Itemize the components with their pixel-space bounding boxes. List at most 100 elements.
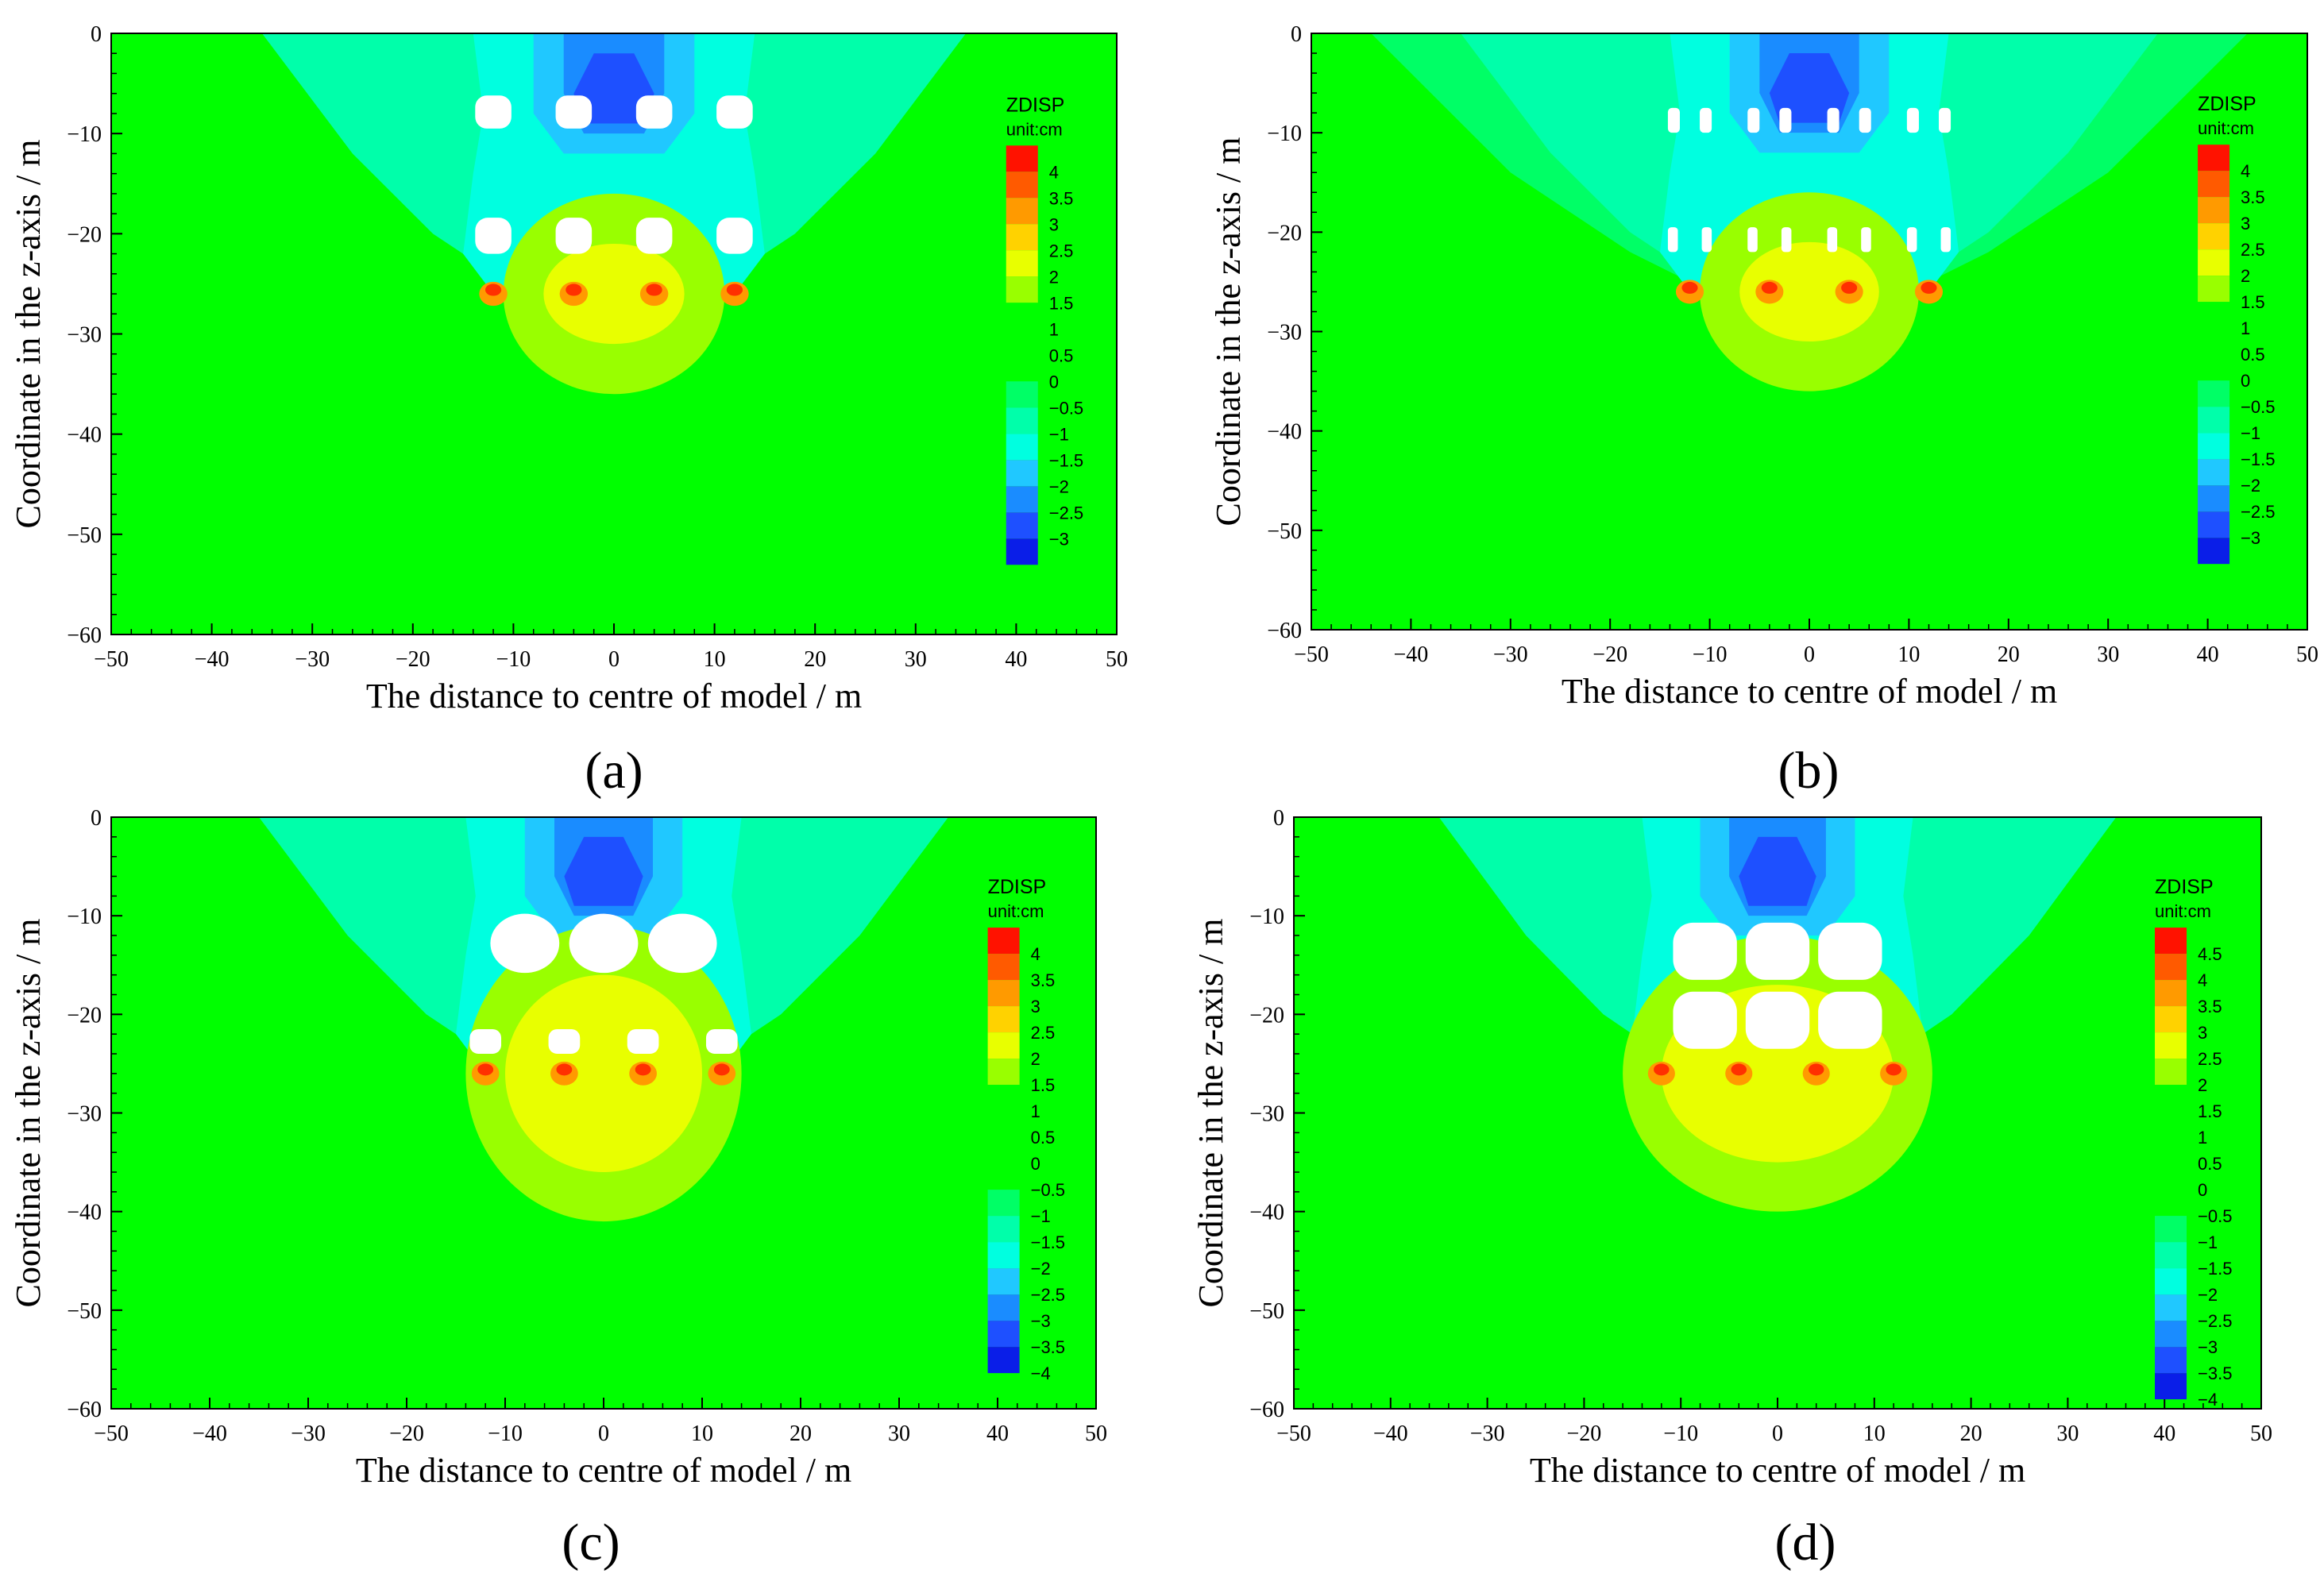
heave-peak-0 — [1654, 1063, 1670, 1076]
legend-swatch-7 — [1006, 329, 1038, 356]
contour-group — [1438, 817, 2117, 1212]
gallery-bottom-right-3 — [1940, 227, 1951, 253]
tunnel-bottom-1 — [548, 1028, 581, 1054]
x-tick-label-4: −10 — [1693, 642, 1728, 667]
tunnel-top-3 — [716, 95, 753, 129]
legend-swatch-9 — [1006, 381, 1038, 408]
x-tick-label-2: −30 — [1470, 1421, 1505, 1446]
gallery-top-right-2 — [1859, 107, 1871, 133]
vault-0 — [490, 913, 560, 974]
legend-swatch-9 — [2155, 1163, 2187, 1190]
x-tick-label-4: −10 — [496, 647, 531, 672]
gallery-top-right-1 — [1779, 107, 1792, 133]
legend-swatch-10 — [987, 1190, 1020, 1217]
legend-swatch-9 — [2198, 380, 2230, 407]
gallery-bottom-left-0 — [1667, 227, 1678, 253]
heave-zone-2 — [1739, 241, 1879, 342]
legend-swatch-14 — [987, 1294, 1020, 1321]
heave-zone-2 — [543, 243, 685, 345]
caption-b: (b) — [1778, 742, 1840, 800]
x-tick-label-6: 10 — [1897, 642, 1920, 667]
x-tick-label-10: 50 — [1106, 647, 1128, 672]
legend-swatch-8 — [2155, 1137, 2187, 1164]
cavern-upper-0 — [1673, 922, 1737, 980]
legend-level-3: 2.5 — [2241, 240, 2265, 260]
y-tick-label-5: −50 — [1267, 519, 1302, 544]
x-tick-label-1: −40 — [1373, 1421, 1408, 1446]
tunnel-top-2 — [635, 95, 673, 129]
heave-peak-1 — [1731, 1063, 1747, 1076]
tunnel-bottom-1 — [555, 218, 593, 254]
legend-level-8: 0 — [1049, 372, 1059, 392]
x-tick-label-4: −10 — [488, 1421, 523, 1446]
x-tick-label-8: 30 — [905, 647, 927, 672]
legend-swatch-3 — [1006, 224, 1038, 251]
x-tick-label-6: 10 — [691, 1421, 713, 1446]
legend-level-5: 2 — [2198, 1075, 2207, 1095]
x-axis-label: The distance to centre of model / m — [1530, 1451, 2025, 1490]
legend-swatch-8 — [2198, 354, 2230, 381]
legend-swatch-2 — [1006, 198, 1038, 225]
legend-level-12: −2 — [1031, 1259, 1051, 1279]
y-tick-label-3: −30 — [67, 1102, 102, 1127]
y-tick-label-0: 0 — [1273, 806, 1284, 831]
tunnel-bottom-3 — [705, 1028, 738, 1054]
legend-swatch-11 — [2198, 433, 2230, 460]
legend-unit: unit:cm — [988, 901, 1044, 921]
x-tick-label-9: 40 — [986, 1421, 1009, 1446]
cavern-lower-0 — [1673, 991, 1737, 1049]
legend-level-12: −1.5 — [2198, 1259, 2232, 1279]
x-tick-label-7: 20 — [789, 1421, 812, 1446]
tunnel-bottom-3 — [716, 218, 753, 254]
cavern-upper-1 — [1745, 922, 1810, 980]
legend-swatch-14 — [2198, 511, 2230, 538]
heave-peak-0 — [477, 1063, 494, 1076]
y-tick-label-3: −30 — [1249, 1102, 1284, 1127]
legend-swatch-16 — [987, 1347, 1020, 1374]
legend-swatch-7 — [2155, 1111, 2187, 1138]
y-tick-label-1: −10 — [67, 904, 102, 929]
legend-level-11: −1.5 — [2241, 449, 2275, 469]
legend-swatch-8 — [1006, 355, 1038, 382]
legend-level-8: 0 — [2241, 371, 2250, 391]
legend-swatch-13 — [2198, 485, 2230, 512]
legend-level-12: −2 — [1049, 476, 1069, 496]
legend-level-0: 4 — [2241, 161, 2250, 181]
y-tick-label-0: 0 — [91, 22, 102, 47]
legend-swatch-2 — [2198, 197, 2230, 224]
legend-level-13: −2.5 — [2241, 502, 2275, 522]
heave-peak-2 — [635, 1063, 651, 1076]
x-tick-label-9: 40 — [2153, 1421, 2175, 1446]
heave-peak-3 — [713, 1063, 730, 1076]
y-axis-label: Coordinate in the z-axis / m — [1191, 919, 1230, 1308]
legend-level-15: −3.5 — [1031, 1337, 1065, 1357]
legend-swatch-3 — [2198, 223, 2230, 250]
heave-peak-3 — [726, 284, 743, 296]
x-tick-label-9: 40 — [1005, 647, 1027, 672]
legend-level-3: 3 — [2198, 1023, 2207, 1043]
legend-level-10: −1 — [1031, 1206, 1051, 1226]
heave-peak-2 — [1841, 281, 1858, 294]
legend-swatch-2 — [987, 980, 1020, 1007]
legend-swatch-1 — [1006, 172, 1038, 199]
legend-level-4: 2 — [1031, 1049, 1040, 1069]
legend-level-8: 0.5 — [2198, 1154, 2222, 1174]
y-tick-label-3: −30 — [1267, 321, 1302, 345]
x-tick-label-8: 30 — [888, 1421, 910, 1446]
legend-level-12: −2 — [2241, 476, 2260, 496]
legend-swatch-5 — [1006, 276, 1038, 303]
legend-swatch-15 — [987, 1321, 1020, 1348]
legend-swatch-12 — [987, 1242, 1020, 1269]
legend-level-6: 1.5 — [2198, 1101, 2222, 1121]
x-tick-label-10: 50 — [2250, 1421, 2272, 1446]
x-tick-label-0: −50 — [1294, 642, 1329, 667]
y-tick-label-6: −60 — [1267, 619, 1302, 643]
legend-level-14: −3 — [1031, 1311, 1051, 1331]
legend-swatch-1 — [987, 954, 1020, 981]
tunnel-top-0 — [475, 95, 512, 129]
legend-level-7: 0.5 — [1049, 345, 1074, 365]
legend-level-7: 1 — [2198, 1128, 2207, 1148]
legend-swatch-7 — [987, 1111, 1020, 1138]
legend-level-1: 3.5 — [1031, 970, 1056, 990]
y-tick-label-2: −20 — [1249, 1003, 1284, 1028]
